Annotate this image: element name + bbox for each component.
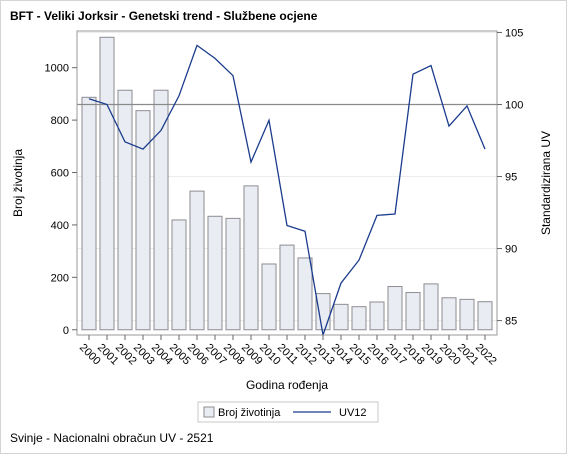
bar-2004 [153,89,169,331]
bar-2019 [423,283,439,331]
bar-2017 [387,286,403,331]
y-tick-label-800: 800 [51,115,69,127]
bar-2008 [225,217,241,331]
bar-2001 [99,36,115,331]
bar-2012 [297,257,313,331]
y-tick-label-200: 200 [51,272,69,284]
bar-2018 [405,292,421,331]
y2-tick-label-85: 85 [505,316,517,328]
bar-2009 [243,185,259,331]
bar-2015 [351,306,367,331]
bar-2006 [189,190,205,331]
uv12-line [88,44,486,338]
y-tick-label-0: 0 [63,325,69,337]
footnote: Svinje - Nacionalni obračun UV - 2521 [10,431,214,445]
legend: Broj životinja UV12 [197,401,379,423]
bar-2014 [333,303,349,331]
chart-title: BFT - Veliki Jorksir - Genetski trend - … [10,9,318,23]
y2-tick-label-95: 95 [505,172,517,184]
bar-2020 [441,297,457,331]
bar-layer [81,36,493,331]
legend-label-line: UV12 [339,407,367,419]
legend-border [197,401,379,423]
y2-tick-label-100: 100 [505,99,523,111]
bar-2003 [135,110,151,331]
y2-tick-label-90: 90 [505,244,517,256]
bar-2022 [477,301,493,331]
y-tick-label-1000: 1000 [45,63,69,75]
bar-2021 [459,298,475,331]
x-axis-label: Godina rođenja [246,378,328,392]
bar-2016 [369,301,385,331]
bar-2010 [261,263,277,331]
legend-label-bars: Broj životinja [218,407,281,419]
y-tick-label-600: 600 [51,168,69,180]
bar-2013 [315,293,331,331]
bar-2011 [279,244,295,331]
y2-axis-label: Standardizirana UV [539,131,553,235]
y-tick-label-400: 400 [51,220,69,232]
y2-tick-label-105: 105 [505,27,523,39]
bar-2000 [81,96,97,331]
y-axis-label: Broj životinja [11,149,25,217]
legend-bar-swatch [203,406,215,418]
line-layer [88,44,486,338]
bar-2002 [117,89,133,331]
bar-2005 [171,219,187,331]
bar-2007 [207,215,223,331]
